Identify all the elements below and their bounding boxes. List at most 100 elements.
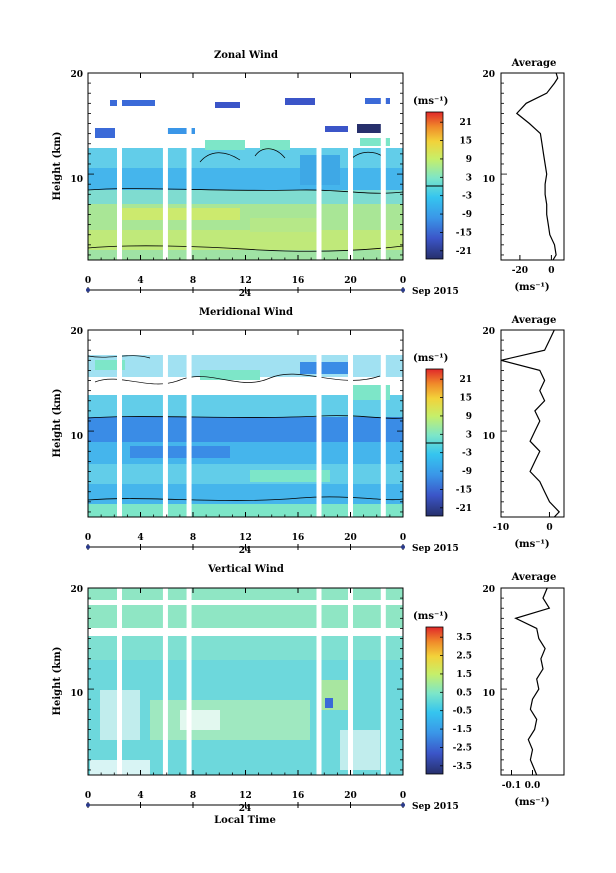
vertical-cb-label-0: 3.5 (456, 633, 472, 643)
meridional-xtick-label-1: 4 (137, 533, 143, 543)
meridional-average-line (500, 329, 561, 518)
vertical-ytick-10: 10 (70, 689, 83, 699)
meridional-cb-label-6: -15 (456, 485, 472, 495)
zonal-avg-ytick-20: 20 (482, 70, 495, 80)
vertical-xtick-label-1: 4 (137, 791, 143, 801)
zonal-xtick-label-3: 12 (239, 276, 252, 286)
zonal-data-gap-0 (117, 73, 122, 260)
meridional-xtick-label-6: 0 (400, 533, 406, 543)
meridional-cb-label-5: -9 (462, 467, 472, 477)
meridional-ytick-20: 20 (70, 327, 83, 337)
zonal-cb-label-3: 3 (466, 173, 472, 183)
vertical-avg-xtick-label-0: -0.1 (502, 781, 521, 791)
meridional-ylabel: Height (km) (52, 389, 63, 458)
zonal-average-title: Average (511, 58, 557, 69)
vertical-avg-xtick-label-1: 0.0 (525, 781, 541, 791)
vertical-cb-label-4: -0.5 (453, 707, 472, 717)
vertical-average-title: Average (511, 572, 557, 583)
zonal-unit: (ms⁻¹) (413, 96, 448, 107)
zonal-xtick-label-5: 20 (344, 276, 357, 286)
meridional-cb-label-2: 9 (466, 412, 472, 422)
vertical-average-xlabel: (ms⁻¹) (514, 797, 549, 808)
meridional-data-gap-5 (380, 330, 386, 517)
vertical-unit: (ms⁻¹) (413, 611, 448, 622)
vertical-data-gap-1 (162, 588, 168, 775)
vertical-cb-label-6: -2.5 (453, 743, 472, 753)
zonal-data-gap-2 (186, 73, 192, 260)
vertical-xtick-label-4: 16 (292, 791, 305, 801)
meridional-ytick-10: 10 (70, 432, 83, 442)
vertical-data-gap-0 (117, 588, 122, 775)
meridional-xtick-label-4: 16 (292, 533, 305, 543)
zonal-wind-panel: Zonal Wind (52, 50, 565, 299)
vertical-data-gap-3 (316, 588, 322, 775)
zonal-cb-label-5: -9 (462, 210, 472, 220)
zonal-data-gap-1 (162, 73, 168, 260)
vertical-xtick-label-0: 0 (85, 791, 91, 801)
vertical-title: Vertical Wind (207, 564, 284, 575)
vertical-cb-label-2: 1.5 (456, 670, 472, 680)
zonal-cb-label-0: 21 (459, 118, 472, 128)
meridional-xtick-label-3: 12 (239, 533, 252, 543)
vertical-ylabel: Height (km) (52, 647, 63, 716)
meridional-avg-ytick-20: 20 (482, 327, 495, 337)
zonal-data-gap-4 (348, 73, 353, 260)
zonal-xtick-label-4: 16 (292, 276, 305, 286)
vertical-xtick-label-2: 8 (190, 791, 196, 801)
vertical-cb-label-1: 2.5 (456, 652, 472, 662)
vertical-xtick-label-6: 0 (400, 791, 406, 801)
zonal-xtick-label-2: 8 (190, 276, 196, 286)
meridional-cb-label-0: 21 (459, 375, 472, 385)
meridional-data-gap-3 (316, 330, 322, 517)
meridional-day-label: 24 (239, 546, 252, 556)
zonal-ytick-20: 20 (70, 70, 83, 80)
vertical-xtick-label-3: 12 (239, 791, 252, 801)
meridional-xtick-label-2: 8 (190, 533, 196, 543)
zonal-ylabel: Height (km) (52, 132, 63, 201)
xlabel-local-time: Local Time (214, 815, 276, 826)
vertical-data-gap-4 (348, 588, 353, 775)
zonal-cb-label-4: -3 (462, 192, 472, 202)
vertical-day-label: 24 (239, 804, 252, 814)
vertical-cb-label-7: -3.5 (453, 762, 472, 772)
zonal-cb-label-1: 15 (459, 137, 472, 147)
vertical-date-label: Sep 2015 (412, 802, 459, 812)
zonal-xtick-label-0: 0 (85, 276, 91, 286)
zonal-data-gap-5 (380, 73, 386, 260)
meridional-date-label: Sep 2015 (412, 544, 459, 554)
vertical-ytick-20: 20 (70, 585, 83, 595)
meridional-heatmap (87, 330, 404, 517)
zonal-day-label: 24 (239, 289, 252, 299)
meridional-average-title: Average (511, 315, 557, 326)
zonal-title: Zonal Wind (214, 50, 278, 61)
zonal-data-gap-3 (316, 73, 322, 260)
vertical-data-gap-2 (186, 588, 192, 775)
meridional-average-xlabel: (ms⁻¹) (514, 539, 549, 550)
vertical-heatmap (88, 588, 403, 775)
vertical-cb-label-5: -1.5 (453, 725, 472, 735)
zonal-cb-label-6: -15 (456, 228, 472, 238)
vertical-average-line (514, 587, 551, 776)
zonal-xtick-label-6: 0 (400, 276, 406, 286)
vertical-avg-ytick-10: 10 (482, 689, 495, 699)
zonal-cb-label-7: -21 (456, 247, 472, 257)
zonal-xtick-label-1: 4 (137, 276, 143, 286)
zonal-date-label: Sep 2015 (412, 287, 459, 297)
meridional-data-gap-1 (162, 330, 168, 517)
meridional-wind-panel: Meridional Wind 0 4 8 12 16 20 0 20 10 Hei (52, 307, 565, 556)
zonal-heatmap (87, 73, 404, 260)
meridional-cb-label-4: -3 (462, 449, 472, 459)
vertical-xtick-label-5: 20 (344, 791, 357, 801)
meridional-cb-label-7: -21 (456, 504, 472, 514)
meridional-cb-label-3: 3 (466, 430, 472, 440)
vertical-avg-ytick-20: 20 (482, 585, 495, 595)
meridional-cb-label-1: 15 (459, 394, 472, 404)
meridional-avg-xtick-label-1: 0 (546, 523, 552, 533)
meridional-avg-xtick-label-0: -10 (493, 523, 509, 533)
vertical-colorbar (425, 626, 444, 775)
zonal-cb-label-2: 9 (466, 155, 472, 165)
meridional-data-gap-2 (186, 330, 192, 517)
vertical-cb-label-3: 0.5 (456, 688, 472, 698)
vertical-wind-panel: Vertical Wind 0 4 8 12 16 20 0 20 10 Height (k… (52, 564, 565, 826)
